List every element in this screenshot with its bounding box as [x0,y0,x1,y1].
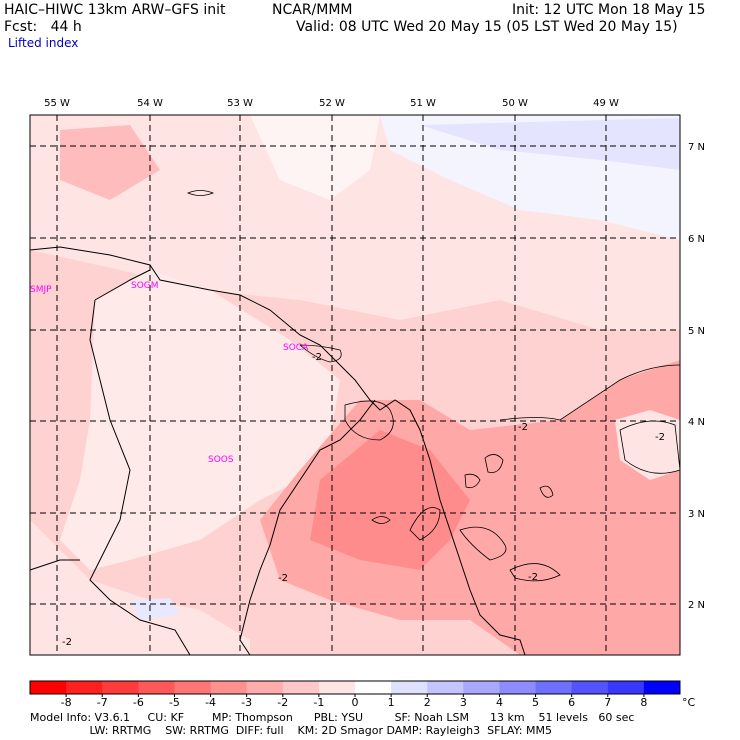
graticule [30,115,680,655]
station-soca: SOCA [283,343,309,353]
core-region [310,430,470,570]
contour-12 [499,364,681,421]
contour-label: -2 [62,637,72,648]
colorbar-swatch [607,681,645,694]
contour-8 [539,485,554,498]
colorbar-swatch [318,681,356,694]
valid-time: Valid: 08 UTC Wed 20 May 15 (05 LST Wed … [296,19,678,35]
coastline [29,246,526,656]
colorbar-swatch [355,681,392,694]
colorbar-swatch [246,681,284,694]
contour-label: -2 [528,572,538,583]
lon-label: 55 W [44,98,70,109]
lat-labels: 7 N 6 N 5 N 4 N 3 N 2 N [688,142,705,611]
colorbar-tick-label: -8 [61,696,72,709]
colorbar-tick-label: 5 [532,696,539,709]
colorbar-tick-label: -3 [241,696,252,709]
colorbar-tick-label: 0 [352,696,359,709]
colorbar-tick-label: 2 [424,696,431,709]
colorbar-swatch [138,681,175,694]
colorbar-tick-label: -7 [97,696,108,709]
station-soos: SOOS [208,455,234,465]
colorbar: -8 -7 -6 -5 -4 -3 -2 -1 0 1 2 3 4 5 6 7 8 °C [29,680,696,709]
deeper-pink-region [260,360,680,655]
lon-label: 54 W [137,98,163,109]
lat-label: 7 N [688,142,705,153]
colorbar-tick-label: 3 [460,696,467,709]
contour-9 [459,526,507,561]
white-blotch-1 [250,115,380,200]
lon-labels: 55 W 54 W 53 W 52 W 51 W 50 W 49 W [44,98,619,109]
colorbar-unit: °C [682,696,696,709]
lat-label: 4 N [688,417,705,428]
model-info-line-2: LW: RRTMG SW: RRTMG DIFF: full KM: 2D Sm… [30,724,552,737]
colorbar-swatch [66,681,103,694]
model-info-line-1: Model Info: V3.6.1 CU: KF MP: Thompson P… [30,711,635,724]
model-title: HAIC–HIWC 13km ARW–GFS init [4,2,226,18]
colorbar-tick-label: -4 [205,696,216,709]
station-labels: SMJP SOGM SOCA SOOS [30,281,309,465]
colorbar-tick-label: -2 [277,696,288,709]
colorbar-tick-label: 7 [604,696,611,709]
lon-label: 51 W [410,98,436,109]
colorbar-tick-label: 6 [568,696,575,709]
interior-light-region [60,270,340,570]
colorbar-swatch [499,681,537,694]
light-patch-east [615,410,680,480]
colorbar-swatch [30,681,67,694]
colorbar-tick-label: -1 [313,696,324,709]
contour-label: -2 [278,573,288,584]
pale-blue-region [420,118,680,170]
contour-4 [484,454,504,473]
init-time: Init: 12 UTC Mon 18 May 15 [512,2,706,18]
light-patch-southwest [30,520,250,655]
lat-label: 6 N [688,234,705,245]
contour-10 [509,563,561,582]
lon-label: 52 W [319,98,345,109]
lon-label: 53 W [227,98,253,109]
colorbar-swatch [102,681,139,694]
colorbar-tick-label: 1 [388,696,395,709]
forecast-hour: Fcst: 44 h [4,19,82,35]
lat-label: 2 N [688,600,705,611]
contour-label: -2 [655,432,665,443]
colorbar-tick-label: 4 [496,696,503,709]
field-name: Lifted index [8,36,79,50]
colorbar-swatch [463,681,500,694]
lon-label: 50 W [502,98,528,109]
contour-7 [371,516,391,524]
contour-5 [464,473,481,489]
colorbar-swatch [643,681,681,694]
colorbar-swatch [535,681,573,694]
colorbar-tick-label: 8 [640,696,647,709]
colorbar-swatch [210,681,248,694]
contour-1 [186,190,215,196]
colorbar-tick-label: -6 [133,696,144,709]
colorbar-swatch [391,681,428,694]
colorbar-swatch [174,681,212,694]
map-frame [29,114,681,656]
station-sogm: SOGM [131,281,159,291]
contour-label: -2 [518,422,528,433]
station-smjp: SMJP [30,285,52,295]
org-label: NCAR/MMM [272,2,353,18]
colorbar-swatch [282,681,320,694]
contour-2 [299,344,342,363]
lat-label: 5 N [688,326,705,337]
contour-label: -2 [312,352,322,363]
contour-value-labels: -2 -2 -2 -2 -2 -2 [62,352,665,648]
colorbar-swatch [571,681,609,694]
lon-label: 49 W [593,98,619,109]
pink-blotch-1 [60,125,160,200]
colorbar-tick-label: -5 [169,696,180,709]
colorbar-swatch [427,681,464,694]
lat-label: 3 N [688,509,705,520]
contour-3 [344,400,394,441]
contour-6 [409,507,441,541]
